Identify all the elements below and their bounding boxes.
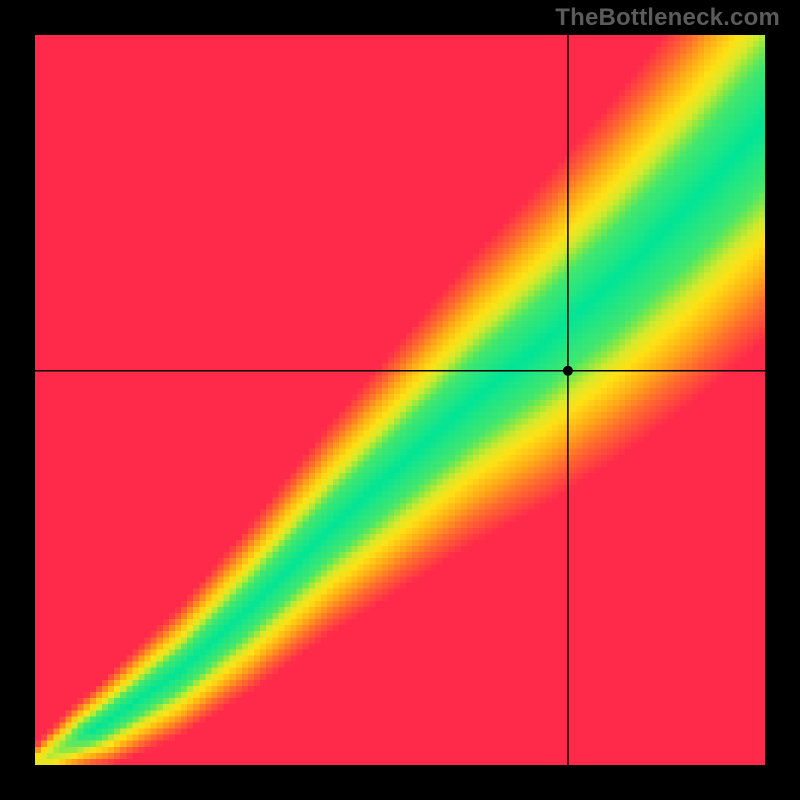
chart-container: TheBottleneck.com	[0, 0, 800, 800]
watermark-text: TheBottleneck.com	[555, 4, 780, 32]
bottleneck-heatmap	[35, 35, 765, 765]
